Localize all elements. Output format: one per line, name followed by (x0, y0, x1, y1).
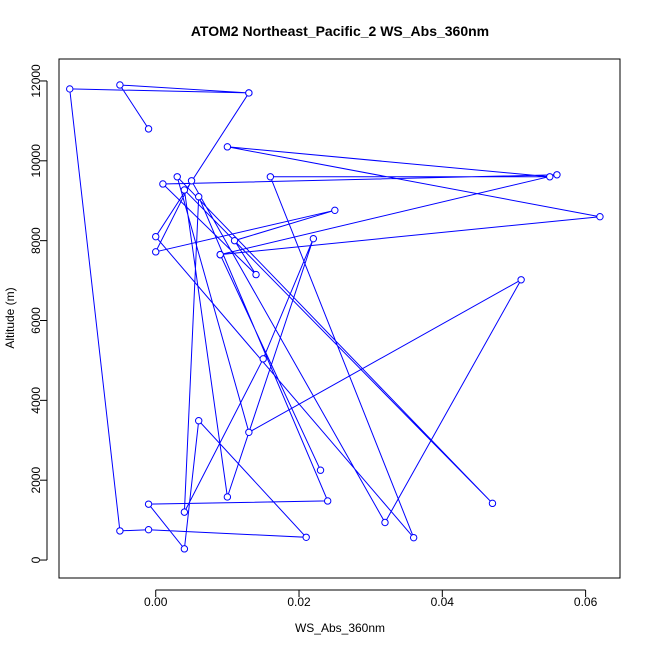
chart-title: ATOM2 Northeast_Pacific_2 WS_Abs_360nm (191, 23, 489, 39)
y-tick-label: 4000 (29, 387, 43, 414)
data-point (546, 173, 554, 181)
data-point (223, 493, 232, 501)
data-point (223, 143, 232, 151)
data-point (187, 177, 196, 185)
data-point (159, 180, 167, 188)
data-point (230, 236, 239, 245)
y-tick-label: 8000 (29, 227, 43, 254)
x-tick-label: 0.02 (287, 595, 311, 609)
data-point (517, 276, 525, 284)
data-point (195, 193, 203, 201)
data-point (195, 417, 203, 425)
data-point (409, 533, 418, 542)
data-point (152, 248, 160, 256)
data-point (116, 527, 124, 535)
data-point (152, 232, 160, 241)
y-axis-label: Altitude (m) (3, 287, 17, 348)
data-point (180, 545, 189, 553)
data-point (302, 533, 310, 541)
x-tick-label: 0.04 (431, 595, 455, 609)
data-point (596, 212, 604, 221)
y-tick-label: 12000 (29, 64, 43, 98)
data-point (259, 355, 267, 363)
y-tick-label: 2000 (29, 467, 43, 494)
data-point (316, 466, 325, 474)
data-point (553, 171, 561, 179)
x-axis-label: WS_Abs_360nm (295, 621, 385, 635)
data-point (144, 500, 153, 508)
y-tick-label: 0 (29, 556, 43, 563)
data-point (252, 270, 260, 279)
data-point (144, 125, 153, 133)
data-point (173, 173, 181, 181)
plot-area: 0.00 0.02 0.04 0.06 0 2000 4000 6000 8000 10000 12… (29, 58, 621, 609)
data-point (245, 89, 253, 97)
y-tick-label: 10000 (29, 144, 43, 178)
data-point (381, 518, 389, 527)
data-point (216, 250, 224, 259)
plot-frame (58, 58, 621, 579)
data-point (266, 173, 275, 181)
data-point (66, 85, 74, 93)
data-point (309, 234, 318, 243)
data-point (180, 508, 189, 516)
y-tick-label: 6000 (29, 307, 43, 334)
data-point (323, 497, 332, 505)
data-point (116, 81, 124, 89)
x-tick-label: 0.00 (144, 595, 168, 609)
data-point (245, 428, 253, 436)
x-tick-label: 0.06 (574, 595, 598, 609)
data-point (331, 206, 339, 215)
data-point (180, 186, 189, 194)
data-point (144, 525, 153, 534)
data-point (488, 499, 497, 508)
